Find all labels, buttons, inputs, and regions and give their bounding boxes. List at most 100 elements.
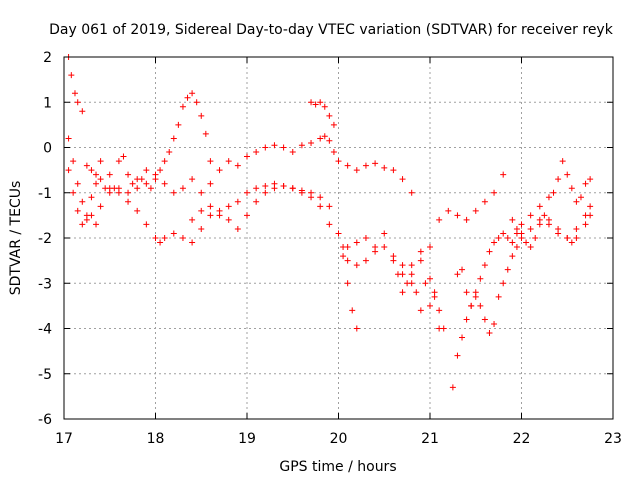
- data-point: [559, 158, 566, 165]
- data-point: [573, 198, 580, 205]
- data-point: [454, 271, 461, 278]
- data-point: [541, 212, 548, 219]
- data-point: [271, 180, 278, 187]
- y-axis-label: SDTVAR / TECUs: [8, 181, 24, 296]
- data-point: [321, 103, 328, 110]
- data-point: [408, 189, 415, 196]
- data-point: [93, 180, 100, 187]
- data-point: [262, 182, 269, 189]
- data-point: [477, 275, 484, 282]
- data-point: [436, 307, 443, 314]
- series-track-3: [65, 167, 360, 332]
- data-point: [179, 235, 186, 241]
- data-point: [280, 182, 287, 189]
- data-point: [97, 203, 104, 210]
- data-point: [344, 280, 351, 287]
- data-point: [234, 162, 241, 169]
- data-point: [454, 352, 461, 359]
- data-point: [198, 207, 205, 214]
- data-point: [353, 239, 360, 246]
- data-point: [184, 94, 191, 101]
- data-point: [74, 180, 81, 187]
- data-point: [417, 257, 424, 264]
- data-point: [404, 280, 411, 287]
- data-point: [326, 203, 333, 210]
- data-point: [335, 158, 342, 165]
- data-point: [207, 180, 214, 187]
- series-track-8: [509, 212, 594, 251]
- data-point: [317, 99, 324, 106]
- data-point: [495, 293, 502, 300]
- data-point: [207, 158, 214, 165]
- data-point: [362, 235, 369, 241]
- data-point: [486, 330, 493, 337]
- data-point: [417, 307, 424, 314]
- data-point: [88, 167, 95, 174]
- data-point: [202, 130, 209, 137]
- data-point: [436, 216, 443, 223]
- data-point: [527, 225, 534, 232]
- y-tick-label: -3: [38, 276, 52, 292]
- data-point: [271, 142, 278, 149]
- data-point: [161, 158, 168, 165]
- data-point: [134, 185, 141, 192]
- data-point: [198, 189, 205, 196]
- data-point: [79, 198, 86, 205]
- data-point: [74, 207, 81, 214]
- data-point: [317, 135, 324, 142]
- data-point: [262, 189, 269, 196]
- data-point: [129, 180, 136, 187]
- data-point: [216, 212, 223, 219]
- data-point: [244, 212, 250, 219]
- data-point: [198, 225, 205, 232]
- data-point: [207, 212, 214, 219]
- data-point: [71, 90, 78, 97]
- data-point: [225, 203, 232, 210]
- data-points-layer: [65, 54, 594, 391]
- data-point: [106, 185, 113, 192]
- grid-layer: [64, 57, 613, 419]
- data-point: [577, 194, 584, 201]
- series-track-9: [399, 262, 443, 332]
- data-point: [234, 198, 241, 205]
- y-tick-label: 0: [43, 141, 52, 157]
- data-point: [308, 194, 315, 201]
- data-point: [326, 112, 333, 119]
- data-point: [509, 216, 516, 223]
- data-point: [362, 162, 369, 169]
- data-point: [381, 164, 388, 171]
- data-point: [115, 158, 122, 165]
- data-point: [326, 221, 333, 228]
- data-point: [568, 185, 575, 192]
- data-point: [308, 99, 315, 106]
- data-point: [500, 171, 507, 178]
- data-point: [79, 221, 86, 228]
- data-point: [340, 244, 347, 251]
- data-point: [504, 266, 511, 273]
- data-point: [308, 139, 315, 146]
- x-tick-label: 18: [147, 431, 165, 447]
- data-point: [189, 239, 196, 246]
- data-point: [88, 212, 95, 219]
- data-point: [381, 244, 388, 251]
- data-point: [481, 198, 488, 205]
- data-point: [317, 203, 324, 210]
- data-point: [321, 133, 328, 140]
- data-point: [216, 167, 223, 174]
- data-point: [518, 221, 525, 228]
- data-point: [68, 72, 75, 79]
- data-point: [353, 262, 360, 269]
- y-tick-label: -2: [38, 231, 52, 247]
- data-point: [550, 189, 557, 196]
- data-point: [427, 275, 433, 282]
- data-point: [427, 244, 433, 251]
- data-point: [134, 207, 141, 214]
- data-point: [477, 302, 484, 309]
- data-point: [390, 167, 397, 174]
- series-track-5: [308, 99, 447, 332]
- data-point: [513, 244, 520, 251]
- data-point: [83, 162, 90, 169]
- data-point: [161, 235, 168, 241]
- data-point: [65, 135, 72, 142]
